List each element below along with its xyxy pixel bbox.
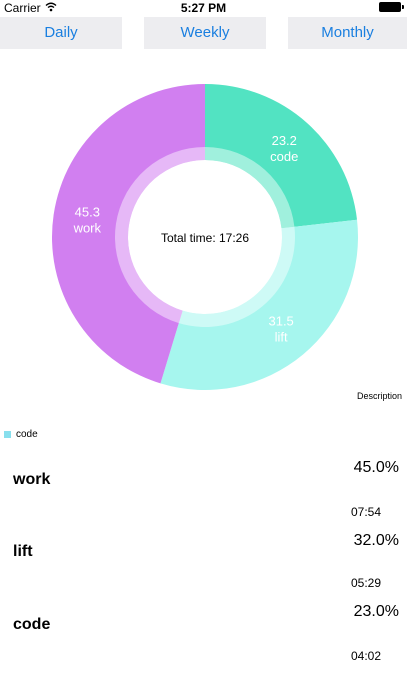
carrier-label: Carrier: [4, 1, 41, 15]
slice-name-label: lift: [275, 329, 288, 344]
chart-legend: code: [4, 429, 38, 440]
slice-name-label: code: [270, 149, 298, 164]
slice-value-label: 31.5: [268, 313, 293, 328]
legend-label: code: [16, 429, 38, 440]
status-left: Carrier: [4, 1, 57, 15]
chart-center-text: Total time: 17:26: [161, 231, 249, 245]
activity-percent: 45.0%: [353, 459, 399, 476]
slice-value-label: 23.2: [272, 133, 297, 148]
period-tabs: Daily Weekly Monthly: [0, 17, 407, 49]
status-bar: Carrier 5:27 PM: [0, 0, 407, 16]
activity-time: 07:54: [351, 505, 382, 519]
activity-name: work: [13, 471, 51, 488]
slice-inner-ring: [205, 147, 295, 229]
activity-name: lift: [13, 543, 33, 560]
slice-lift[interactable]: [160, 219, 358, 390]
tab-daily[interactable]: Daily: [0, 17, 122, 49]
activity-time: 05:29: [351, 576, 382, 590]
activity-name: code: [13, 616, 51, 633]
chart-description: Description: [356, 391, 402, 401]
status-time: 5:27 PM: [180, 1, 227, 15]
activity-percent: 23.0%: [353, 603, 399, 620]
battery-icon: [379, 2, 404, 12]
activity-time: 04:02: [351, 649, 382, 663]
tab-monthly[interactable]: Monthly: [288, 17, 407, 49]
wifi-icon: [45, 1, 57, 15]
slice-work[interactable]: [51, 84, 206, 384]
activity-percent: 32.0%: [353, 532, 399, 549]
slice-inner-ring: [114, 147, 205, 324]
legend-swatch: [4, 431, 11, 438]
tab-weekly[interactable]: Weekly: [144, 17, 266, 49]
slice-value-label: 45.3: [75, 204, 100, 219]
slice-name-label: work: [73, 220, 102, 235]
slice-code[interactable]: [205, 84, 358, 229]
slice-inner-ring: [178, 226, 295, 328]
